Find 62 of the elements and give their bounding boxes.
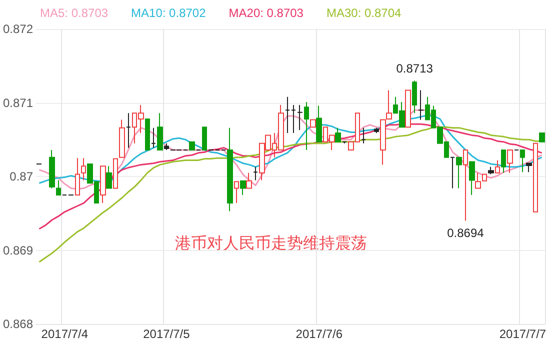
candlestick — [119, 119, 125, 158]
candlestick — [297, 104, 303, 131]
candlestick — [310, 119, 316, 128]
candlestick — [316, 105, 322, 142]
text: MA10: 0.8702 — [131, 6, 206, 20]
y-tick-label: 0.871 — [3, 96, 34, 110]
candlestick — [157, 112, 163, 150]
candlestick — [75, 158, 80, 196]
candlestick — [469, 161, 475, 196]
candlestick — [100, 166, 106, 204]
candlestick — [240, 180, 246, 196]
text: MA20: 0.8703 — [228, 6, 304, 20]
candlestick — [374, 127, 379, 134]
candlestick — [533, 142, 538, 212]
candlestick — [335, 127, 341, 142]
candlestick — [189, 141, 195, 150]
candlestick — [246, 172, 252, 189]
text: MA30: 0.8704 — [326, 6, 402, 20]
candlestick — [418, 90, 424, 120]
candlestick — [145, 118, 150, 150]
candlestick — [501, 149, 506, 174]
candlestick — [507, 149, 513, 174]
candlestick — [463, 149, 468, 222]
candlestick — [342, 141, 347, 144]
candlestick — [56, 180, 61, 196]
candlestick — [113, 158, 118, 189]
candlestick — [456, 156, 462, 189]
y-tick-label: 0.872 — [3, 22, 34, 36]
candlestick — [520, 149, 525, 173]
candlestick — [49, 149, 55, 189]
candlestick — [253, 166, 258, 181]
candlestick — [234, 181, 239, 204]
x-tick-label: 2017/7/6 — [296, 327, 343, 341]
candlestick — [412, 80, 417, 114]
candlestick — [285, 96, 290, 134]
candlestick — [202, 126, 207, 150]
candlestick — [539, 132, 545, 142]
candlestick — [405, 90, 411, 128]
candlestick — [164, 142, 169, 150]
annotation: 0.8713 — [396, 62, 434, 76]
line-series — [38, 123, 543, 230]
candlestick — [126, 112, 131, 148]
text: MA5: 0.8703 — [40, 6, 108, 20]
y-tick-label: 0.869 — [3, 243, 34, 258]
candlestick — [81, 158, 86, 181]
candlestick — [304, 102, 309, 150]
candlestick — [151, 127, 156, 148]
y-tick-label: 0.87 — [10, 170, 34, 184]
x-tick-label: 2017/7/5 — [143, 327, 190, 341]
x-tick-label: 2017/7/4 — [41, 327, 88, 341]
annotation: 0.8694 — [447, 226, 484, 240]
candlestick — [488, 166, 494, 175]
y-tick-label: 0.868 — [3, 317, 34, 331]
x-tick-label: 2017/7/7 — [499, 327, 546, 341]
candlestick — [361, 127, 366, 144]
candlestick — [450, 156, 455, 189]
annotation: 港币对人民币走势维持震荡 — [175, 234, 367, 252]
candlestick — [227, 127, 233, 212]
candlestick — [526, 162, 532, 173]
candlestick — [495, 160, 500, 174]
candlestick — [291, 104, 296, 134]
candlestick — [106, 166, 112, 189]
